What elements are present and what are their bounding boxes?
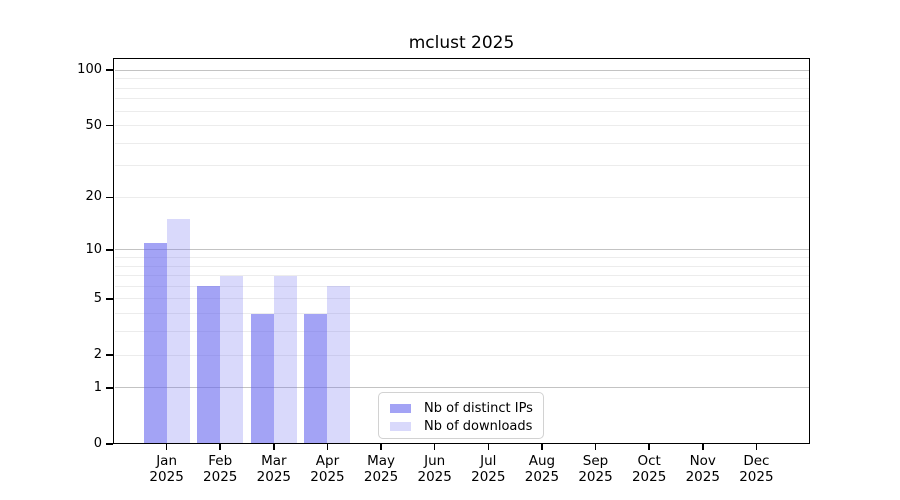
gridline-minor [114,98,809,100]
gridline-minor [114,285,809,287]
y-tick-mark [106,248,113,251]
gridline-minor [114,196,809,198]
x-tick-label-apr: Apr 2025 [310,453,345,485]
bar-jan-downloads [166,219,190,444]
x-tick-label-sep: Sep 2025 [578,453,613,485]
legend-item-distinct-ips: Nb of distinct IPs [390,399,543,417]
legend-swatch-distinct-ips [390,403,411,413]
gridline-minor [114,257,809,258]
x-tick-label-jan: Jan 2025 [149,453,184,485]
gridline-minor [114,87,809,89]
x-tick-label-aug: Aug 2025 [524,453,560,485]
y-tick-label: 2 [93,347,102,363]
legend-item-downloads: Nb of downloads [390,417,543,435]
gridline-major [114,69,809,71]
x-tick-label-may: May 2025 [363,453,399,485]
gridline-minor [114,313,809,315]
x-tick-label-feb: Feb 2025 [203,453,238,485]
x-tick-mark [433,444,436,450]
x-tick-mark [701,444,704,450]
gridline-minor [114,331,809,333]
gridline-minor [114,142,809,144]
y-tick-label: 100 [77,62,102,78]
x-tick-mark [273,444,275,450]
y-tick-label: 20 [85,189,102,205]
y-tick-label: 5 [93,290,102,306]
x-tick-mark [594,444,597,450]
gridline-major [114,249,809,251]
chart-title: mclust 2025 [408,33,515,53]
x-tick-label-dec: Dec 2025 [739,453,774,485]
legend-swatch-downloads [390,421,411,431]
x-tick-mark [541,444,543,450]
bar-feb-downloads [220,275,244,444]
bar-feb-distinct-ips [197,286,221,444]
x-tick-mark [219,444,222,450]
x-tick-mark [380,444,382,450]
x-tick-mark [755,444,758,450]
y-tick-label: 50 [85,117,102,133]
y-tick-mark [106,387,113,389]
y-tick-mark [106,196,113,199]
y-tick-mark [106,298,113,300]
gridline-major [114,387,809,389]
gridline-minor [114,275,809,277]
y-tick-mark [106,354,113,356]
x-tick-label-jul: Jul 2025 [471,453,506,485]
bar-apr-distinct-ips [304,313,328,444]
gridline-minor [114,265,809,267]
y-tick-mark [106,124,113,127]
legend-label-distinct-ips: Nb of distinct IPs [424,400,533,416]
gridline-minor [114,354,809,356]
bar-mar-distinct-ips [250,313,274,444]
x-tick-label-nov: Nov 2025 [685,453,720,485]
gridline-minor [114,78,809,80]
gridline-minor [114,125,809,127]
legend-label-downloads: Nb of downloads [424,418,533,434]
gridline-minor [114,298,809,300]
y-tick-label: 0 [93,436,102,451]
x-tick-mark [326,444,329,450]
x-tick-mark [165,444,168,450]
x-tick-label-jun: Jun 2025 [417,453,452,485]
y-tick-mark [106,69,113,71]
bar-jan-distinct-ips [143,242,167,444]
gridline-minor [114,110,809,112]
x-tick-label-mar: Mar 2025 [256,453,292,485]
y-tick-mark [106,443,113,445]
y-tick-label: 1 [93,379,102,395]
y-tick-label: 10 [85,241,102,257]
x-tick-label-oct: Oct 2025 [631,453,667,485]
bar-apr-downloads [327,286,351,444]
gridline-minor [114,165,809,167]
bar-mar-downloads [273,275,297,444]
x-tick-mark [648,444,650,450]
legend: Nb of distinct IPs Nb of downloads [378,392,544,439]
x-tick-mark [487,444,490,450]
